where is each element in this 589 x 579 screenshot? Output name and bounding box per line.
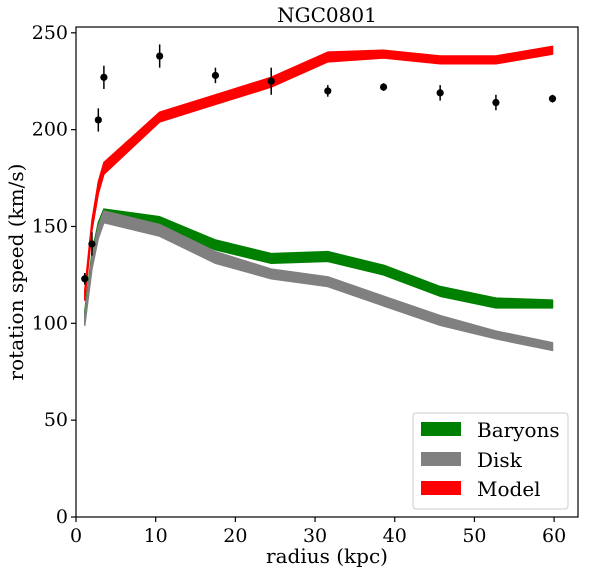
- legend-swatch-model: [421, 481, 461, 495]
- y-tick-label: 100: [32, 312, 68, 334]
- legend-swatch-baryons: [421, 422, 461, 436]
- series-band-disk: [84, 210, 554, 352]
- x-axis-ticks: 0 10 20 30 40 50 60: [70, 517, 566, 547]
- legend-label-model: Model: [477, 477, 541, 501]
- data-point: [156, 52, 164, 60]
- y-axis-ticks: 0 50 100 150 200 250: [32, 22, 76, 528]
- data-point: [267, 77, 275, 85]
- x-axis-label: radius (kpc): [266, 544, 388, 568]
- y-tick-label: 50: [44, 409, 68, 431]
- data-point: [81, 275, 89, 283]
- data-point: [324, 87, 332, 95]
- data-point: [88, 240, 96, 248]
- legend-swatch-disk: [421, 452, 461, 466]
- data-point: [492, 98, 500, 107]
- x-tick-label: 30: [303, 525, 327, 547]
- data-point: [379, 83, 388, 91]
- y-axis-label: rotation speed (km/s): [4, 164, 28, 381]
- legend-label-baryons: Baryons: [477, 418, 560, 442]
- data-point: [211, 71, 220, 80]
- legend: Baryons Disk Model: [412, 412, 569, 510]
- x-tick-label: 10: [144, 525, 168, 547]
- y-tick-label: 150: [32, 215, 68, 237]
- data-point: [436, 89, 444, 97]
- x-tick-label: 0: [70, 525, 82, 547]
- x-tick-label: 60: [542, 525, 566, 547]
- data-point: [100, 73, 108, 81]
- y-tick-label: 200: [32, 119, 68, 141]
- legend-label-disk: Disk: [477, 448, 523, 472]
- chart-title: NGC0801: [277, 3, 377, 27]
- x-tick-label: 20: [223, 525, 247, 547]
- bands-layer: [84, 45, 554, 352]
- data-point: [94, 116, 102, 124]
- y-tick-label: 0: [56, 506, 68, 528]
- plot-frame: [75, 26, 579, 518]
- data-point: [548, 95, 557, 103]
- y-tick-label: 250: [32, 22, 68, 44]
- series-band-model: [84, 45, 554, 301]
- x-tick-label: 40: [383, 525, 407, 547]
- points-layer: [81, 44, 557, 285]
- x-tick-label: 50: [462, 525, 486, 547]
